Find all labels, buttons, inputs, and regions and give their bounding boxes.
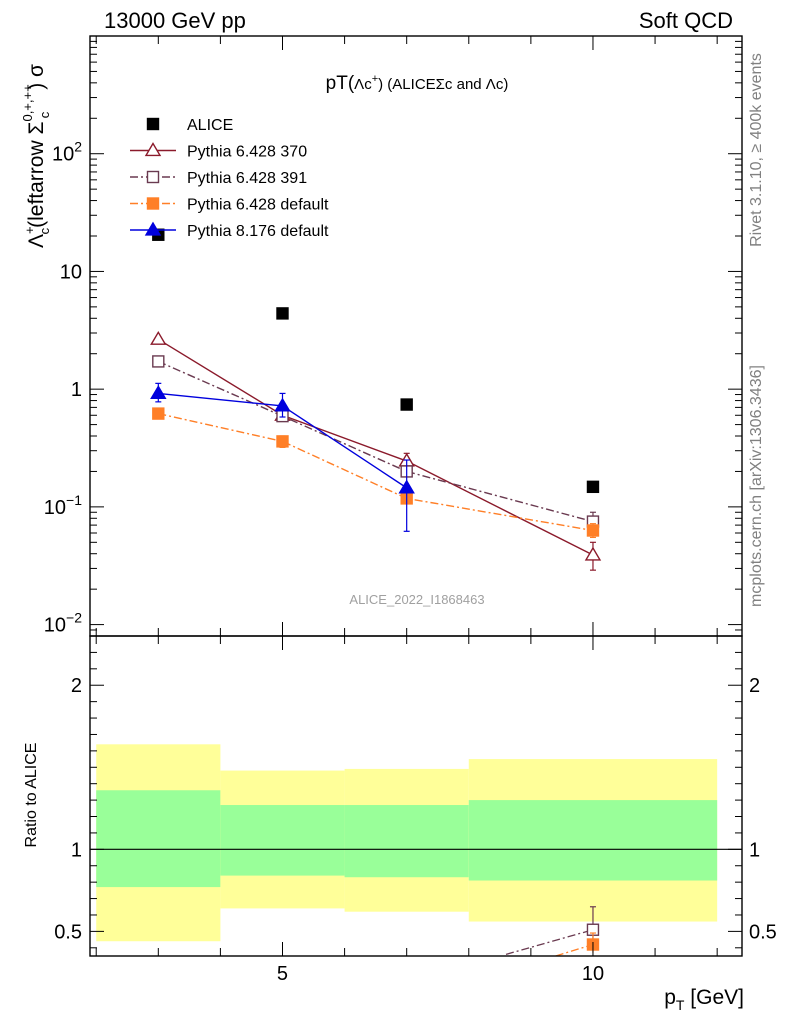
y-tick-base: 1 — [71, 379, 82, 401]
legend-marker-4 — [144, 221, 162, 236]
series-3 — [152, 407, 600, 539]
band-green-3 — [468, 800, 718, 881]
x-tick-label-0: 5 — [277, 963, 288, 985]
ylabel-part-5: Σ — [25, 122, 48, 135]
band-green-2 — [344, 805, 469, 878]
ratio-line-0 — [505, 929, 594, 955]
y-tick-base: 10 — [52, 144, 74, 166]
analysis-id: ALICE_2022_I1868463 — [349, 592, 484, 607]
data-point-4-1 — [274, 397, 291, 412]
series-1 — [150, 330, 602, 571]
title-part-6: Λc — [486, 76, 504, 93]
legend-label-0: ALICE — [187, 117, 233, 134]
title-part-3: + — [372, 73, 378, 85]
band-green-0 — [96, 790, 221, 888]
legend: ALICE Pythia 6.428 370 Pythia 6.428 391 Pyt… — [130, 117, 329, 240]
y-tick-base: 10 — [44, 497, 66, 519]
ylabel-part-1: Λ — [25, 234, 48, 248]
title-part-4: ) (ALICE — [378, 76, 436, 93]
data-point-1-3 — [584, 546, 602, 561]
y-tick-exponent: 2 — [74, 139, 82, 155]
xlabel-main: p — [664, 986, 676, 1009]
ylabel-part-6: 0,+,++ — [20, 84, 35, 121]
data-point-0-1 — [276, 307, 289, 320]
ratio-y-tick-label-right-1: 1 — [749, 839, 760, 861]
xlabel-unit: [GeV] — [684, 986, 744, 1009]
title-part-1: pT( — [326, 73, 355, 94]
y-tick-base: 10 — [60, 261, 82, 283]
data-point-0-2 — [400, 398, 413, 411]
series-line-2 — [158, 360, 594, 523]
y-tick-label-3: 10 — [60, 261, 82, 283]
legend-marker-2 — [146, 170, 160, 184]
y-tick-label-2: 1 — [71, 379, 82, 401]
header-right: Soft QCD — [639, 8, 733, 33]
series-0 — [152, 228, 600, 494]
header-left: 13000 GeV pp — [104, 8, 246, 33]
legend-marker-1 — [144, 142, 162, 157]
x-axis-label: pT [GeV] — [664, 986, 744, 1013]
y-tick-exponent: −1 — [66, 492, 82, 508]
data-point-4-2 — [398, 479, 415, 494]
main-series — [150, 228, 602, 571]
data-point-0-3 — [586, 480, 600, 494]
data-point-3-3 — [586, 524, 600, 537]
data-point-3-1 — [276, 435, 289, 448]
y-tick-exponent: −2 — [66, 610, 82, 626]
data-point-1-0 — [150, 330, 167, 345]
y-tick-label-1: 10−1 — [44, 492, 82, 519]
y-axis-label: Λ+c(leftarrow Σ0,+,++ c) σ — [20, 64, 52, 248]
ratio-y-tick-label-left-1: 1 — [71, 839, 82, 861]
ratio-y-tick-label-right-2: 2 — [749, 675, 760, 697]
legend-label-1: Pythia 6.428 370 — [187, 144, 307, 161]
ratio-y-tick-label-right-0: 0.5 — [749, 921, 777, 943]
series-line-1 — [157, 338, 594, 556]
ylabel-part-7: c — [37, 111, 52, 118]
plot-labels: 13000 GeV pp Soft QCD Rivet 3.1.10, ≥ 40… — [20, 8, 765, 1013]
side-label-mcplots: mcplots.cern.ch [arXiv:1306.3436] — [748, 365, 765, 607]
plot-title: pT(Λc+) (ALICEΣc and Λc) — [326, 73, 509, 94]
uncertainty-bands — [96, 744, 718, 942]
title-part-7: ) — [503, 76, 508, 93]
data-point-2-0 — [152, 355, 165, 368]
data-point-3-0 — [152, 407, 165, 420]
y-tick-base: 10 — [44, 615, 66, 637]
band-green-1 — [220, 805, 345, 876]
ylabel-part-3: c — [37, 227, 52, 234]
ratio-y-tick-label-left-2: 2 — [71, 675, 82, 697]
data-point-4-0 — [150, 385, 167, 400]
legend-label-4: Pythia 8.176 default — [187, 223, 329, 240]
ratio-line-1 — [555, 943, 594, 956]
ratio-plot — [90, 744, 742, 956]
side-label-rivet: Rivet 3.1.10, ≥ 400k events — [748, 53, 765, 247]
legend-label-3: Pythia 6.428 default — [187, 197, 329, 214]
legend-marker-3 — [146, 197, 160, 210]
title-part-5: Σc and — [436, 76, 486, 93]
series-line-3 — [158, 412, 594, 532]
legend-marker-0 — [146, 117, 160, 131]
ratio-frame — [89, 635, 743, 957]
legend-label-2: Pythia 6.428 391 — [187, 170, 307, 187]
y-tick-label-0: 10−2 — [44, 610, 82, 637]
xlabel-sub: T — [676, 997, 685, 1013]
ratio-y-tick-label-left-0: 0.5 — [54, 921, 82, 943]
series-2 — [152, 355, 600, 531]
y-tick-label-4: 102 — [52, 139, 82, 166]
ylabel-part-4: (leftarrow — [25, 135, 48, 228]
x-tick-label-1: 10 — [582, 963, 604, 985]
ylabel-part-2: + — [22, 226, 37, 234]
title-part-2: Λc — [354, 76, 372, 93]
main-plot: ALICE Pythia 6.428 370 Pythia 6.428 391 Pyt… — [130, 117, 602, 571]
ratio-y-axis-label: Ratio to ALICE — [23, 743, 40, 848]
series-4 — [150, 382, 415, 532]
ylabel-part-8: ) σ — [25, 64, 48, 90]
